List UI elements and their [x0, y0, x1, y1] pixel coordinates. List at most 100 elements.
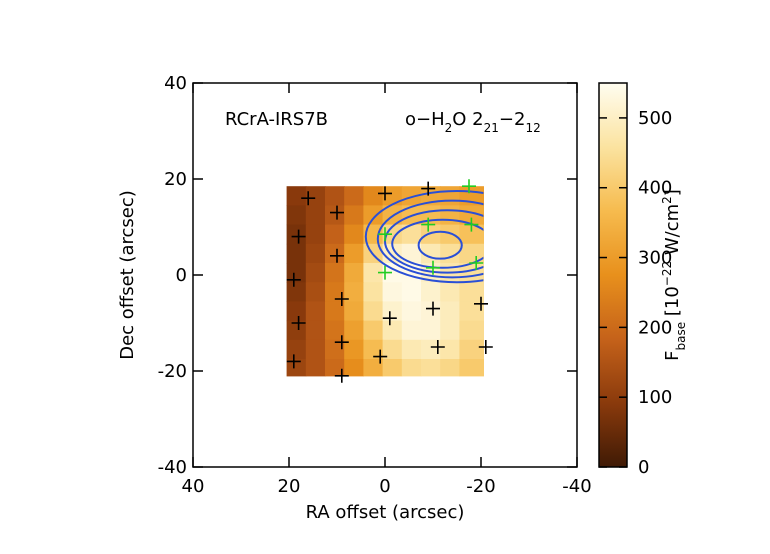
heat-cell [363, 263, 384, 283]
heat-cell [459, 320, 484, 341]
heat-cell [305, 339, 326, 360]
heat-cell [305, 282, 326, 302]
colorbar-tick-label: 0 [638, 457, 649, 478]
heat-cell [344, 359, 364, 377]
markers [286, 179, 493, 383]
spaxel-marker [378, 227, 392, 242]
heat-cell [401, 224, 422, 245]
heat-cell [382, 320, 403, 341]
spaxel-marker [378, 186, 392, 201]
heat-cell [363, 339, 384, 360]
heat-cell [459, 243, 484, 264]
spaxel-marker [474, 296, 488, 311]
heat-cell [286, 205, 307, 226]
heat-cell [344, 339, 364, 360]
heat-cell [440, 320, 460, 341]
heat-cell [401, 243, 422, 264]
text-part: W/cm [662, 204, 683, 261]
text-part: F [662, 350, 683, 360]
spaxel-marker [291, 316, 306, 330]
heat-cell [440, 205, 460, 226]
spaxel-marker [378, 265, 392, 280]
contours [364, 190, 484, 284]
heat-cell [305, 243, 326, 264]
spaxel-marker [334, 335, 349, 350]
heat-cell [382, 282, 403, 302]
text-sub: 2 [445, 121, 453, 135]
x-tick-label: -20 [466, 476, 495, 497]
text-part: o−H [405, 109, 445, 130]
spaxel-marker [430, 340, 445, 354]
text-part: −2 [499, 109, 526, 130]
heat-cell [286, 282, 307, 302]
heat-cell [325, 359, 345, 377]
heat-cell [421, 359, 441, 377]
heat-cell [286, 263, 307, 283]
heat-cell [305, 205, 326, 226]
heat-cell [325, 205, 345, 226]
y-tick-label: 40 [164, 73, 187, 94]
spaxel-marker [464, 217, 479, 232]
heat-cell [325, 282, 345, 302]
heat-cell [286, 359, 307, 377]
colorbar-tick-label: 500 [638, 108, 672, 129]
heat-cell [286, 224, 307, 245]
contour [364, 190, 484, 284]
spaxel-marker [421, 181, 436, 196]
heat-cell [344, 186, 364, 206]
y-axis-label: Dec offset (arcsec) [117, 190, 138, 360]
y-tick-label: -20 [158, 361, 187, 382]
heat-cell [421, 224, 441, 245]
spaxel-marker [286, 354, 301, 369]
heat-cell [286, 339, 307, 360]
spaxel-marker [478, 340, 493, 354]
x-tick-label: 0 [379, 476, 390, 497]
heat-cell [421, 282, 441, 302]
heat-cell [344, 205, 364, 226]
x-axis-label: RA offset (arcsec) [306, 502, 465, 523]
heat-cell [325, 339, 345, 360]
heat-cell [363, 205, 384, 226]
y-tick-label: 20 [164, 169, 187, 190]
heat-cell [325, 320, 345, 341]
spaxel-marker [291, 229, 306, 244]
heat-cell [421, 339, 441, 360]
spaxel-marker [330, 248, 344, 263]
heat-cell [382, 359, 403, 377]
spaxel-marker [421, 217, 436, 232]
x-tick-label: -40 [562, 476, 591, 497]
contour [384, 209, 484, 274]
line-label: o−H2O 221−212 [405, 109, 541, 135]
text-sub: 21 [484, 121, 499, 135]
heat-cell [401, 359, 422, 377]
text-sub: 12 [525, 121, 540, 135]
heat-cell [459, 339, 484, 360]
heat-cell [382, 224, 403, 245]
heat-cell [344, 301, 364, 322]
spaxel-marker [426, 260, 440, 275]
heat-cell [440, 224, 460, 245]
spaxel-marker [301, 191, 316, 206]
heat-cell [325, 224, 345, 245]
heat-cell [382, 301, 403, 322]
text-part: ] [662, 189, 683, 196]
heat-cell [325, 243, 345, 264]
colorbar-tick-label: 300 [638, 248, 672, 269]
spaxel-marker [469, 256, 484, 270]
heat-cell [459, 359, 484, 377]
heat-cell [401, 282, 422, 302]
heat-cell [401, 301, 422, 322]
heat-cell [363, 186, 384, 206]
heat-cell [440, 301, 460, 322]
text-part: [10 [662, 286, 683, 322]
spaxel-marker [330, 205, 344, 220]
heat-cell [325, 263, 345, 283]
contour [376, 199, 484, 279]
heat-cell [344, 243, 364, 264]
colorbar-frame [598, 82, 628, 468]
colorbar [599, 83, 627, 467]
heat-cell [325, 301, 345, 322]
heat-cell [459, 205, 484, 226]
heat-cell [440, 359, 460, 377]
colorbar-tick-label: 200 [638, 317, 672, 338]
